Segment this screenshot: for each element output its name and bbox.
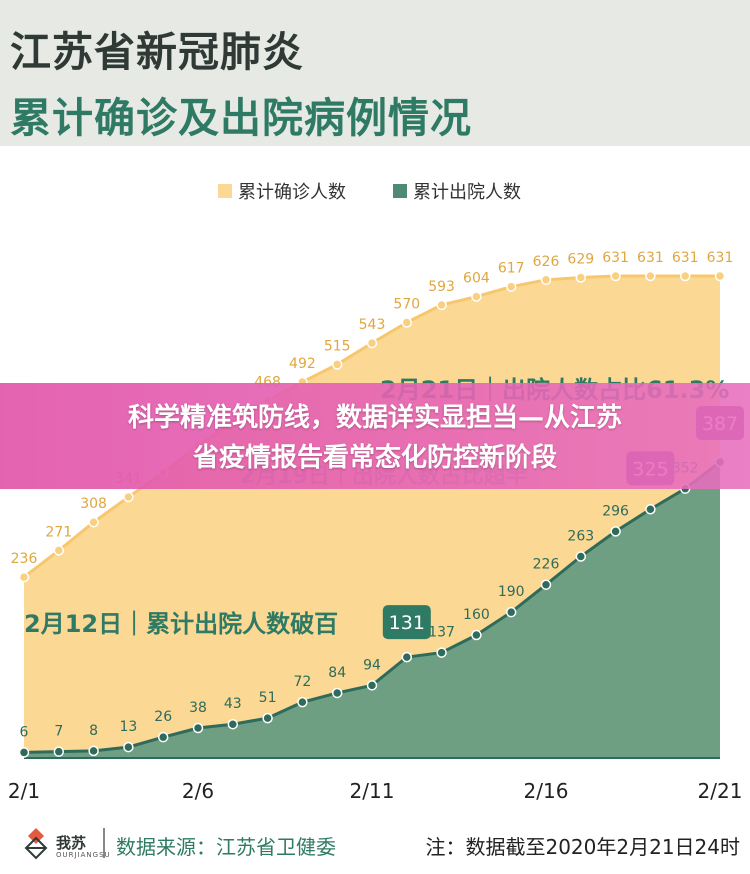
- legend-label-confirmed: 累计确诊人数: [238, 182, 346, 203]
- data-source: 数据来源：江苏省卫健委: [116, 835, 336, 859]
- discharged-point: [88, 745, 99, 757]
- discharged-value-label: 84: [328, 665, 346, 681]
- confirmed-value-label: 631: [602, 250, 629, 266]
- discharged-point: [505, 606, 517, 618]
- discharged-point: [471, 629, 482, 641]
- confirmed-value-label: 308: [80, 496, 107, 512]
- confirmed-value-label: 629: [567, 252, 594, 268]
- annotation-feb12: 2月12日｜累计出院人数破百: [24, 610, 338, 638]
- confirmed-point: [53, 545, 65, 556]
- brand-name: 我苏: [56, 834, 87, 852]
- confirmed-value-label: 631: [672, 250, 699, 266]
- x-tick-label: 2/11: [350, 779, 395, 803]
- confirmed-point: [366, 337, 378, 349]
- discharged-value-label: 190: [498, 584, 525, 600]
- confirmed-point: [88, 516, 99, 528]
- confirmed-value-label: 271: [45, 524, 72, 540]
- confirmed-value-label: 593: [428, 279, 455, 295]
- discharged-area: [24, 461, 720, 757]
- highlight-131-box: [382, 605, 431, 640]
- confirmed-value-label: 626: [533, 254, 560, 270]
- discharged-point: [157, 731, 169, 743]
- discharged-point: [366, 680, 378, 691]
- page-subtitle: 累计确诊及出院病例情况: [10, 94, 472, 142]
- x-tick-label: 2/1: [8, 779, 40, 803]
- x-tick-label: 2/6: [182, 779, 214, 803]
- headline-banner[interactable]: 科学精准筑防线，数据详实显担当—从江苏 省疫情报告看常态化防控新阶段: [0, 383, 750, 489]
- discharged-value-label: 8: [89, 723, 98, 739]
- confirmed-value-label: 604: [463, 271, 490, 287]
- discharged-value-label: 13: [119, 719, 137, 735]
- discharged-value-label: 7: [54, 724, 63, 740]
- confirmed-point: [679, 270, 691, 282]
- confirmed-value-label: 631: [707, 250, 734, 266]
- confirmed-value-label: 543: [359, 317, 386, 333]
- discharged-value-label: 94: [363, 657, 381, 673]
- discharged-point: [540, 579, 552, 590]
- discharged-value-label: 72: [293, 674, 311, 690]
- discharged-point: [192, 722, 204, 734]
- legend-item-confirmed: 累计确诊人数: [218, 178, 346, 204]
- discharged-point: [53, 746, 65, 757]
- discharged-point: [297, 696, 308, 708]
- confirmed-point: [18, 571, 30, 583]
- discharged-point: [331, 687, 343, 699]
- confirmed-point: [540, 274, 552, 286]
- confirmed-point: [505, 281, 517, 292]
- confirmed-point: [610, 270, 621, 282]
- discharged-value-label: 43: [224, 696, 242, 712]
- discharged-point: [575, 551, 587, 562]
- chart-legend: 累计确诊人数 累计出院人数: [0, 178, 750, 204]
- discharged-value-label: 137: [428, 625, 455, 641]
- discharged-value-label: 263: [567, 529, 594, 545]
- footer-divider: [103, 828, 105, 858]
- confirmed-point: [471, 291, 482, 302]
- x-tick-label: 2/16: [524, 779, 569, 803]
- legend-label-discharged: 累计出院人数: [413, 182, 521, 203]
- discharged-point: [645, 504, 656, 515]
- banner-line-2: 省疫情报告看常态化防控新阶段: [192, 443, 557, 473]
- discharged-value-label: 6: [20, 724, 29, 740]
- legend-item-discharged: 累计出院人数: [393, 178, 521, 204]
- confirmed-point: [123, 491, 134, 503]
- highlight-value-label: 131: [389, 612, 425, 634]
- banner-line-1: 科学精准筑防线，数据详实显担当—从江苏: [127, 403, 622, 433]
- confirmed-value-label: 515: [324, 338, 351, 354]
- confirmed-point: [575, 272, 587, 283]
- confirmed-value-label: 631: [637, 250, 664, 266]
- header: 江苏省新冠肺炎 累计确诊及出院病例情况: [0, 0, 750, 146]
- legend-swatch-discharged: [393, 184, 407, 198]
- confirmed-value-label: 492: [289, 356, 316, 372]
- discharged-point: [18, 747, 30, 758]
- page-title: 江苏省新冠肺炎: [10, 28, 304, 76]
- confirmed-point: [714, 270, 726, 282]
- ourjiangsu-logo-icon: [24, 828, 48, 860]
- x-tick-label: 2/21: [698, 779, 743, 803]
- discharged-point: [227, 718, 239, 730]
- discharged-value-label: 226: [533, 557, 560, 573]
- confirmed-point: [331, 359, 343, 370]
- confirmed-value-label: 236: [11, 551, 38, 567]
- discharged-point: [436, 647, 447, 658]
- confirmed-point: [401, 317, 413, 328]
- discharged-value-label: 296: [602, 503, 629, 519]
- discharged-value-label: 160: [463, 607, 490, 623]
- confirmed-point: [436, 299, 447, 311]
- discharged-value-label: 38: [189, 700, 207, 716]
- discharged-point: [123, 741, 134, 753]
- discharged-point: [401, 651, 413, 663]
- discharged-point: [262, 712, 273, 724]
- confirmed-value-label: 617: [498, 261, 525, 277]
- legend-swatch-confirmed: [218, 184, 232, 198]
- footer: 我苏 OURJIANGSU 数据来源：江苏省卫健委 注：数据截至2020年2月2…: [0, 818, 750, 868]
- discharged-value-label: 51: [259, 690, 277, 706]
- discharged-value-label: 26: [154, 709, 172, 725]
- confirmed-value-label: 570: [393, 296, 420, 312]
- data-note: 注：数据截至2020年2月21日24时: [425, 835, 740, 859]
- discharged-point: [610, 526, 621, 537]
- confirmed-point: [645, 270, 656, 282]
- brand-subtitle: OURJIANGSU: [56, 851, 111, 859]
